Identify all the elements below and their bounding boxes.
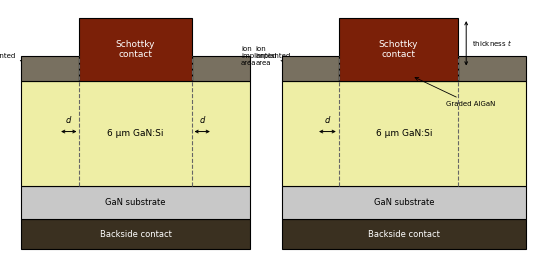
Bar bbox=[80, 18, 192, 81]
Text: Backside contact: Backside contact bbox=[368, 230, 440, 238]
Bar bbox=[282, 81, 526, 186]
Text: 6 μm GaN:Si: 6 μm GaN:Si bbox=[376, 129, 432, 138]
Bar bbox=[21, 56, 80, 81]
Text: Schottky
contact: Schottky contact bbox=[116, 40, 155, 59]
Bar bbox=[21, 186, 250, 219]
Text: $d$: $d$ bbox=[198, 114, 206, 125]
Text: GaN substrate: GaN substrate bbox=[105, 198, 166, 207]
Text: ion
implanted
area: ion implanted area bbox=[241, 46, 276, 66]
Text: ion
implanted
area: ion implanted area bbox=[0, 46, 16, 66]
Bar bbox=[282, 186, 526, 219]
Bar bbox=[21, 81, 250, 186]
Bar bbox=[282, 219, 526, 249]
Bar bbox=[339, 18, 458, 81]
Text: $d$: $d$ bbox=[65, 114, 73, 125]
Text: Schottky
contact: Schottky contact bbox=[379, 40, 418, 59]
Text: Graded AlGaN: Graded AlGaN bbox=[415, 77, 495, 107]
Text: 6 μm GaN:Si: 6 μm GaN:Si bbox=[107, 129, 164, 138]
Text: Backside contact: Backside contact bbox=[100, 230, 171, 238]
Bar bbox=[339, 68, 458, 81]
Text: ion
implanted
area: ion implanted area bbox=[255, 46, 291, 66]
Text: GaN substrate: GaN substrate bbox=[373, 198, 434, 207]
Bar bbox=[458, 56, 526, 81]
Bar bbox=[21, 219, 250, 249]
Text: $d$: $d$ bbox=[324, 114, 331, 125]
Text: thickness $t$: thickness $t$ bbox=[472, 38, 512, 48]
Bar bbox=[192, 56, 250, 81]
Bar bbox=[282, 56, 339, 81]
